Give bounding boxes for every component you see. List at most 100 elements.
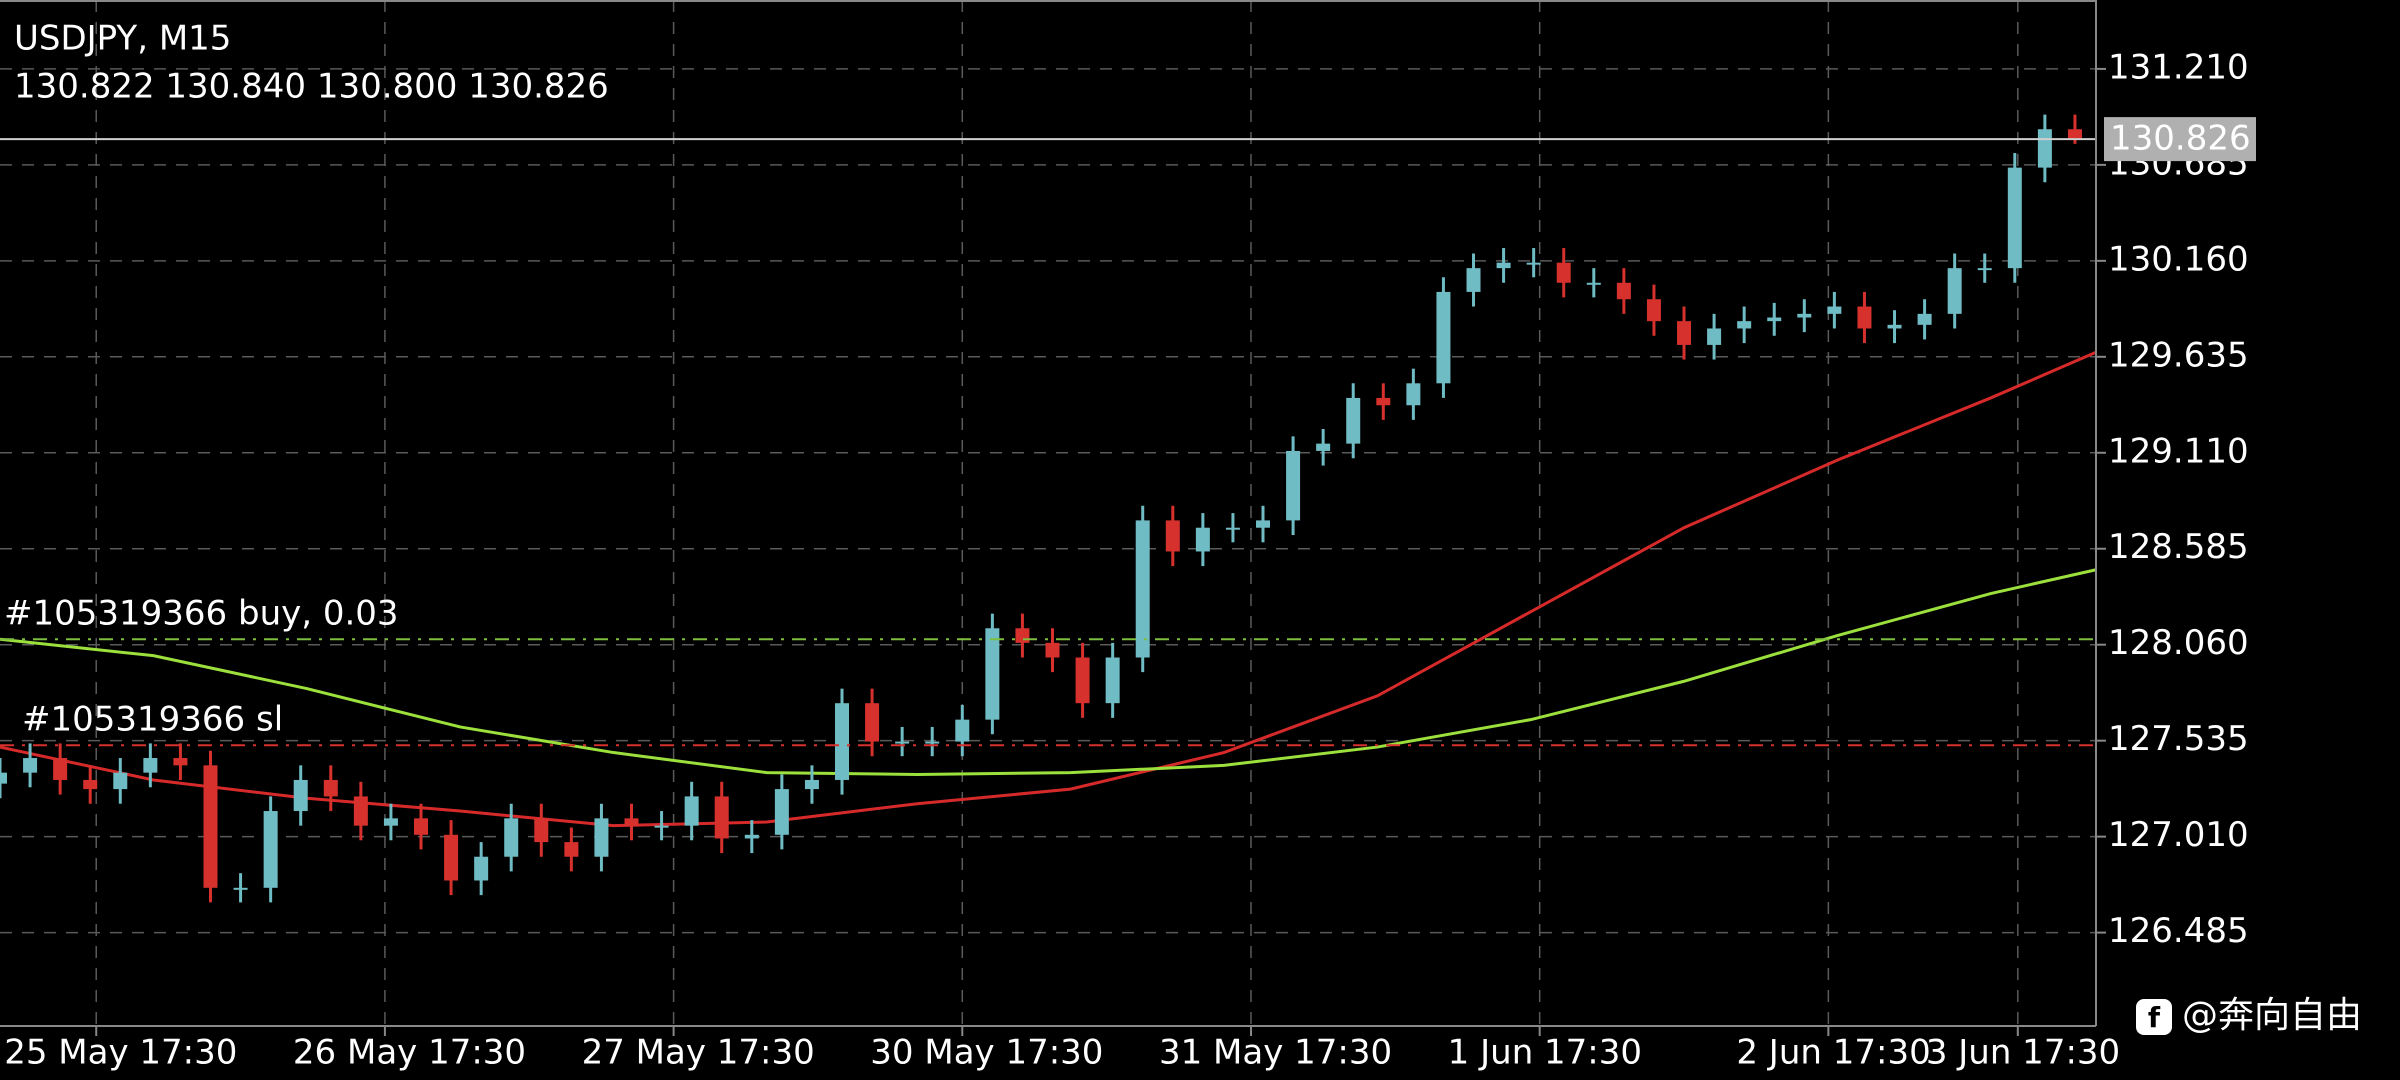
candle-body (564, 842, 579, 857)
candle-body (594, 818, 609, 857)
y-tick-label: 131.210 (2108, 47, 2249, 87)
candle-body (1887, 324, 1902, 329)
y-tick-label: 129.635 (2108, 335, 2249, 375)
x-tick-label: 3 Jun 17:30 (1926, 1033, 2120, 1073)
candle-body (203, 765, 218, 888)
candle-body (774, 789, 789, 835)
candle-body (1797, 313, 1812, 318)
candle-body (233, 887, 248, 890)
candle-body (113, 772, 128, 790)
grid (0, 0, 2096, 1026)
candle-body (1045, 642, 1060, 658)
moving-average-line (0, 568, 2097, 776)
candle-body (1526, 262, 1541, 265)
candle-body (684, 796, 699, 826)
candle-body (1346, 397, 1361, 444)
candle-body (1376, 397, 1391, 406)
candle-body (865, 703, 880, 742)
y-tick-label: 129.110 (2108, 431, 2249, 471)
candle-body (383, 818, 398, 826)
candle-body (1195, 527, 1210, 552)
candle-body (1105, 657, 1120, 704)
watermark-icon-glyph: f (2148, 1001, 2161, 1034)
candle-body (1556, 262, 1571, 283)
candle-body (504, 818, 519, 857)
x-tick-label: 26 May 17:30 (293, 1033, 526, 1073)
candle-body (2007, 167, 2022, 269)
candle-body (1857, 306, 1872, 329)
y-tick-label: 128.585 (2108, 527, 2249, 567)
plot-area (0, 114, 2097, 903)
order-label: #105319366 buy, 0.03 (4, 594, 399, 634)
candle-body (1646, 299, 1661, 322)
candle-body (23, 758, 38, 773)
candle-body (804, 779, 819, 790)
x-tick-label: 1 Jun 17:30 (1448, 1033, 1642, 1073)
candle-body (1015, 628, 1030, 643)
symbol-title: USDJPY, M15 (14, 19, 231, 59)
candle-body (1707, 328, 1722, 345)
candle-body (1586, 282, 1601, 285)
y-tick-label: 127.010 (2108, 815, 2249, 855)
candle-body (1827, 306, 1842, 314)
candle-body (2067, 129, 2082, 140)
y-tick-label: 130.160 (2108, 239, 2249, 279)
candle-body (955, 719, 970, 742)
candle-body (534, 818, 549, 843)
candle-body (1225, 527, 1240, 530)
candle-body (293, 779, 308, 812)
candle-body (1496, 262, 1511, 269)
candle-body (1616, 282, 1631, 300)
order-label: #105319366 sl (22, 700, 283, 740)
candle-body (323, 779, 338, 797)
x-tick-label: 30 May 17:30 (870, 1033, 1103, 1073)
candle-body (263, 811, 278, 888)
x-tick-label: 27 May 17:30 (582, 1033, 815, 1073)
candle-body (835, 703, 850, 780)
candle-body (1165, 520, 1180, 552)
candle-body (985, 628, 1000, 720)
price-label-box (2104, 117, 2256, 162)
candle-body (414, 818, 429, 835)
candle-body (714, 796, 729, 839)
moving-average-line (0, 350, 2097, 828)
candle-body (353, 796, 368, 826)
candle-body (1677, 321, 1692, 345)
candle-body (53, 758, 68, 780)
watermark-text: @奔向自由 (2182, 995, 2362, 1036)
candle-body (1947, 268, 1962, 314)
watermark: f @奔向自由 (2136, 995, 2362, 1036)
candle-body (654, 825, 669, 828)
x-tick-label: 2 Jun 17:30 (1736, 1033, 1930, 1073)
price-label: 130.826 (2110, 119, 2251, 159)
x-tick-label: 31 May 17:30 (1159, 1033, 1392, 1073)
y-tick-label: 126.485 (2108, 911, 2249, 951)
candle-body (2037, 129, 2052, 168)
y-tick-label: 127.535 (2108, 719, 2249, 759)
candle-body (1316, 443, 1331, 451)
candle-body (1135, 520, 1150, 658)
watermark-icon (2136, 999, 2172, 1035)
candle-body (624, 818, 639, 826)
candle-body (1466, 268, 1481, 292)
candle-body (744, 834, 759, 839)
candle-body (1977, 268, 1992, 271)
ohlc-info: 130.822 130.840 130.800 130.826 (14, 67, 609, 107)
candle-body (173, 758, 188, 766)
candle-body (1737, 321, 1752, 329)
candle-body (1286, 450, 1301, 521)
candle-body (1256, 520, 1271, 528)
candle-body (1406, 383, 1421, 406)
candle-body (925, 741, 940, 744)
candle-body (143, 758, 158, 773)
candle-body (83, 779, 98, 790)
candle-body (1767, 317, 1782, 322)
y-tick-label: 128.060 (2108, 623, 2249, 663)
x-tick-label: 25 May 17:30 (4, 1033, 237, 1073)
candle-body (474, 856, 489, 881)
candle-body (895, 741, 910, 744)
candle-body (1075, 657, 1090, 704)
candle-body (1436, 291, 1451, 384)
